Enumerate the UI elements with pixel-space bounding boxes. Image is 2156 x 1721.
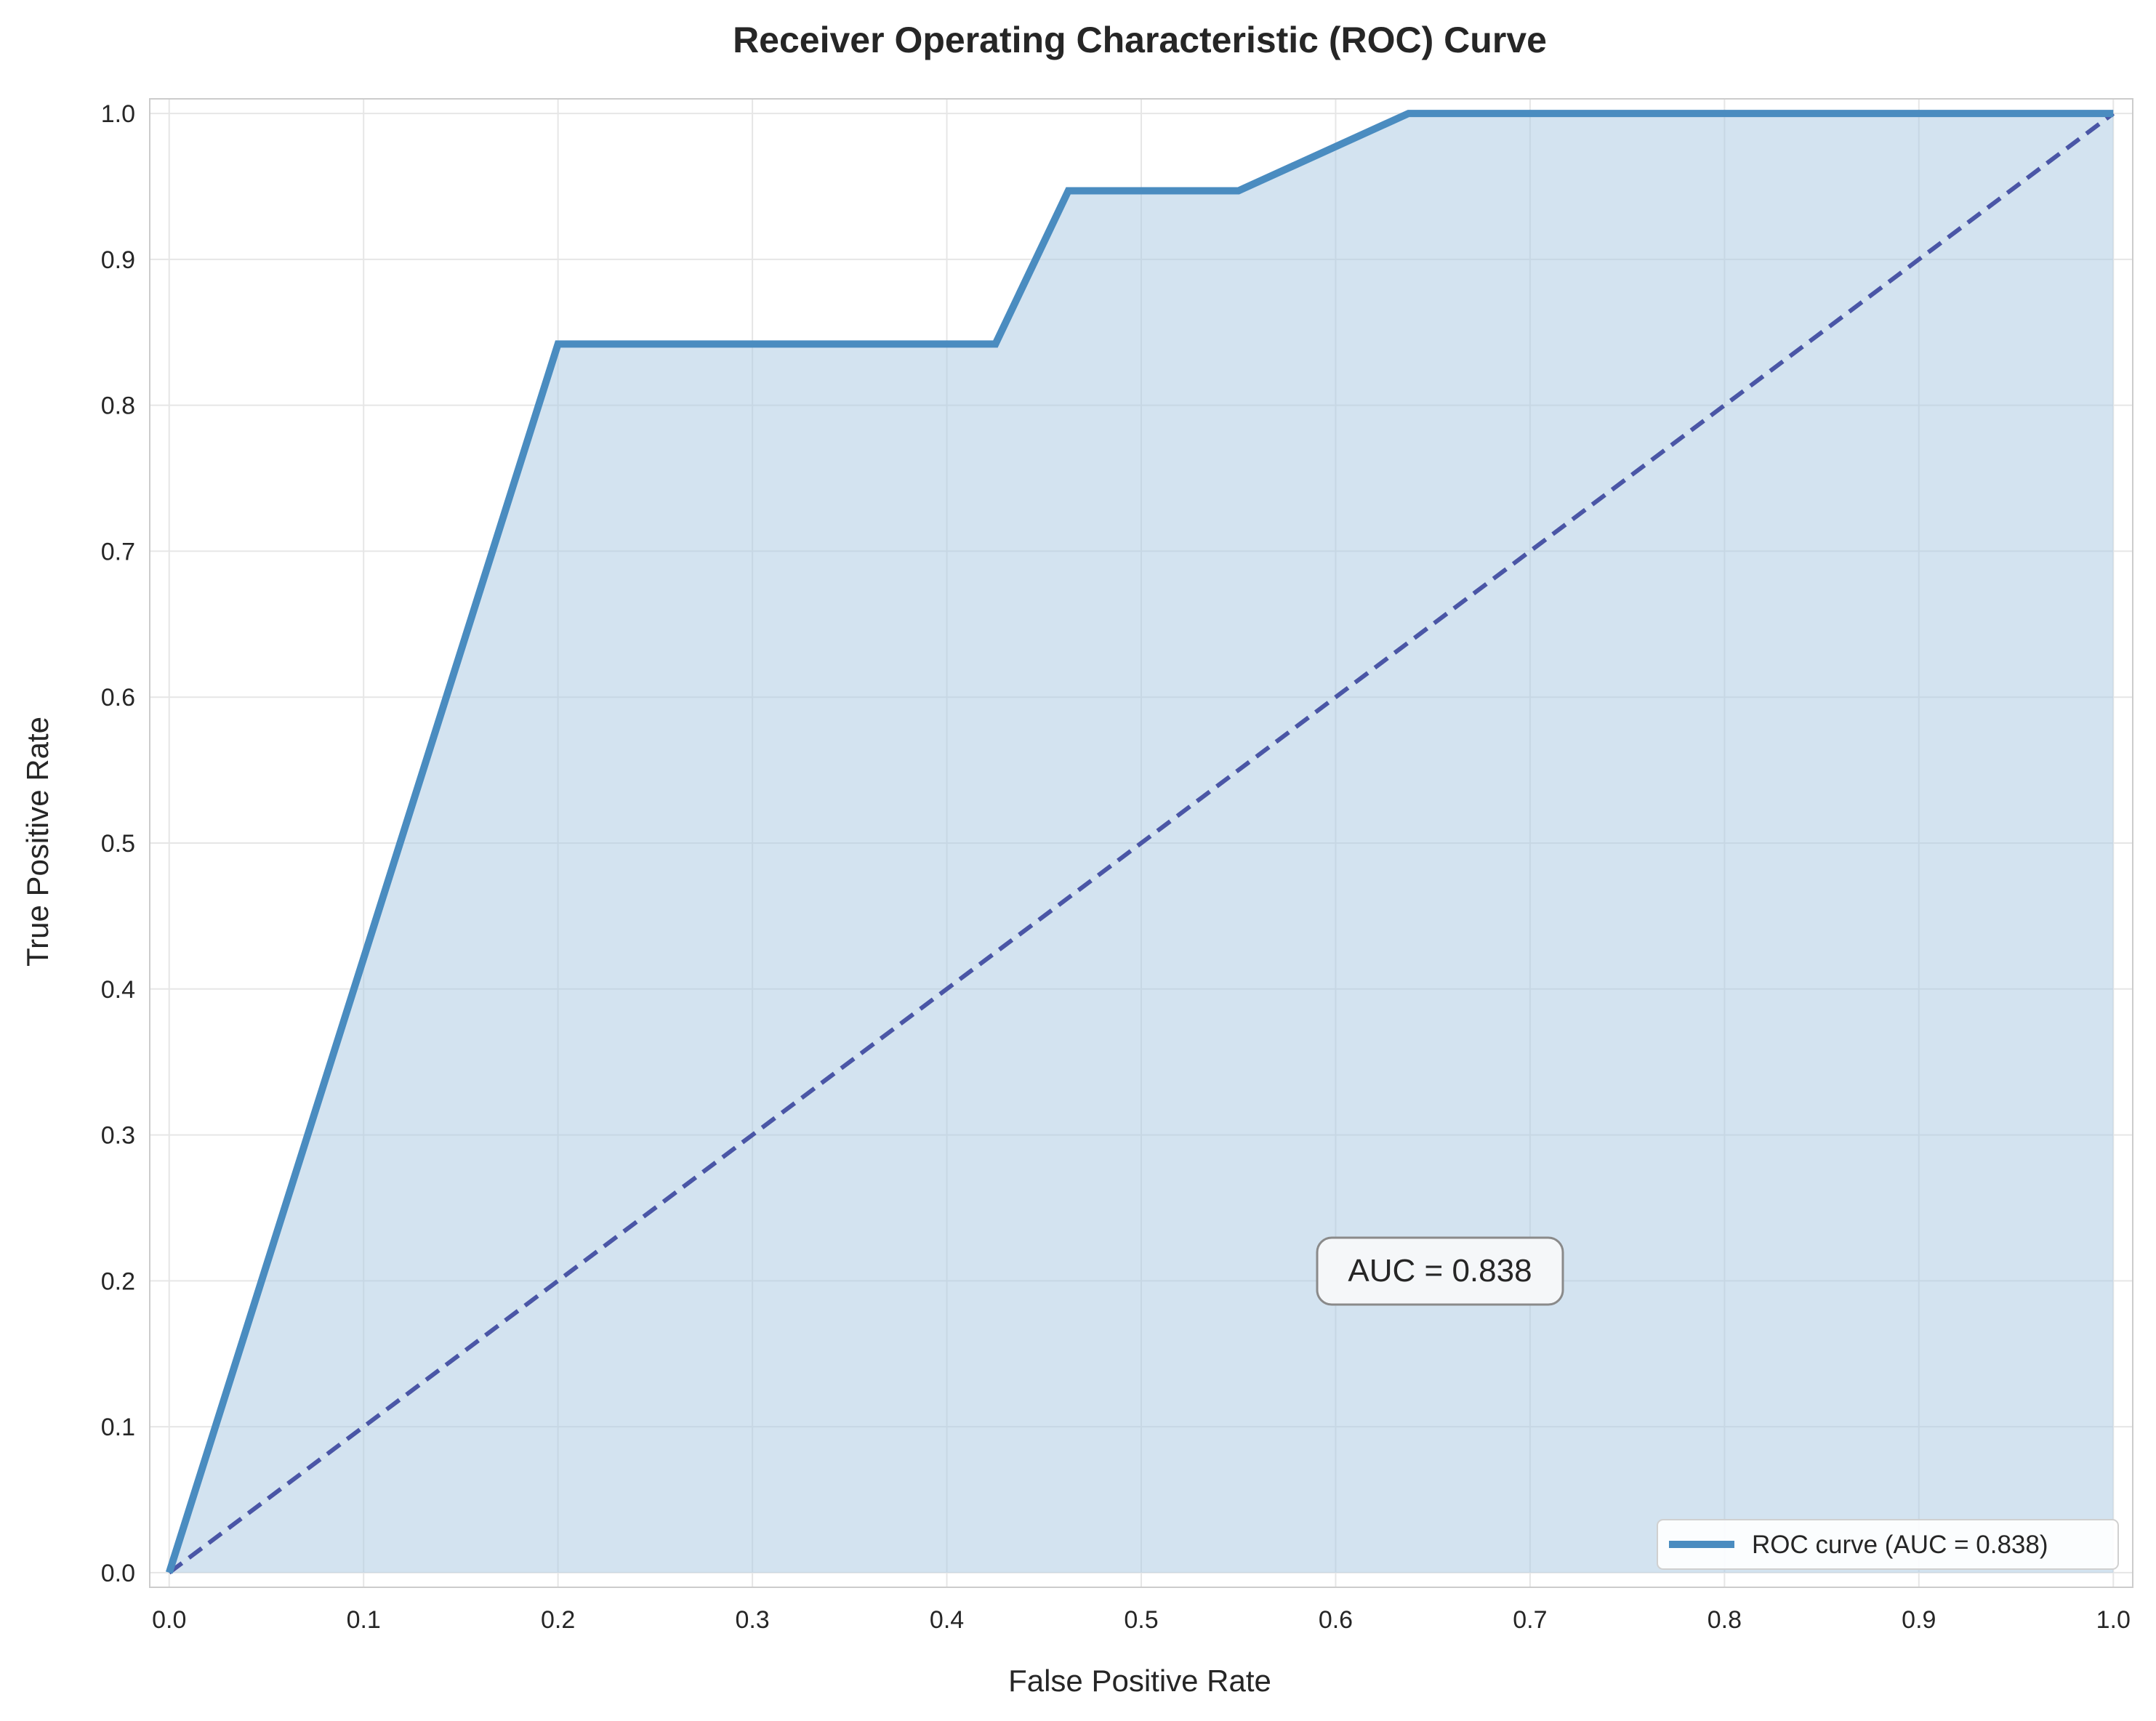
y-tick-label: 0.5 bbox=[101, 830, 135, 858]
y-axis-ticks: 0.0 0.1 0.2 0.3 0.4 0.5 0.6 0.7 0.8 0.9 1.0 bbox=[101, 100, 135, 1587]
x-tick-label: 0.2 bbox=[541, 1606, 575, 1634]
y-tick-label: 1.0 bbox=[101, 100, 135, 128]
y-tick-label: 0.0 bbox=[101, 1560, 135, 1587]
x-tick-label: 1.0 bbox=[2096, 1606, 2131, 1634]
x-tick-label: 0.8 bbox=[1707, 1606, 1742, 1634]
x-tick-label: 0.3 bbox=[735, 1606, 769, 1634]
y-tick-label: 0.8 bbox=[101, 392, 135, 420]
x-tick-label: 0.9 bbox=[1902, 1606, 1936, 1634]
x-tick-label: 0.0 bbox=[152, 1606, 186, 1634]
y-tick-label: 0.9 bbox=[101, 246, 135, 274]
x-axis-ticks: 0.0 0.1 0.2 0.3 0.4 0.5 0.6 0.7 0.8 0.9 1.0 bbox=[152, 1606, 2131, 1634]
legend-box bbox=[1657, 1519, 2119, 1570]
chart-title: Receiver Operating Characteristic (ROC) … bbox=[733, 20, 1547, 60]
roc-curve-line bbox=[165, 110, 2114, 1574]
x-tick-label: 0.1 bbox=[347, 1606, 381, 1634]
auc-annotation-text: AUC = 0.838 bbox=[1348, 1253, 1532, 1289]
x-tick-label: 0.7 bbox=[1513, 1606, 1547, 1634]
x-tick-label: 0.4 bbox=[930, 1606, 964, 1634]
y-tick-label: 0.2 bbox=[101, 1267, 135, 1295]
y-tick-label: 0.1 bbox=[101, 1414, 135, 1441]
y-tick-label: 0.3 bbox=[101, 1122, 135, 1150]
x-tick-label: 0.6 bbox=[1319, 1606, 1353, 1634]
plot-frame bbox=[149, 98, 2133, 1588]
random-classifier-line bbox=[167, 111, 2115, 1575]
auc-annotation: AUC = 0.838 bbox=[1316, 1236, 1564, 1306]
legend: ROC curve (AUC = 0.838) bbox=[1657, 1519, 2119, 1570]
y-tick-label: 0.4 bbox=[101, 976, 135, 1004]
y-tick-label: 0.6 bbox=[101, 684, 135, 712]
legend-label-roc: ROC curve (AUC = 0.838) bbox=[1752, 1531, 2048, 1559]
y-tick-label: 0.7 bbox=[101, 538, 135, 565]
x-axis-title: False Positive Rate bbox=[1008, 1664, 1271, 1698]
y-axis-title: True Positive Rate bbox=[20, 717, 55, 967]
auc-annotation-box bbox=[1316, 1236, 1564, 1306]
x-tick-label: 0.5 bbox=[1124, 1606, 1158, 1634]
